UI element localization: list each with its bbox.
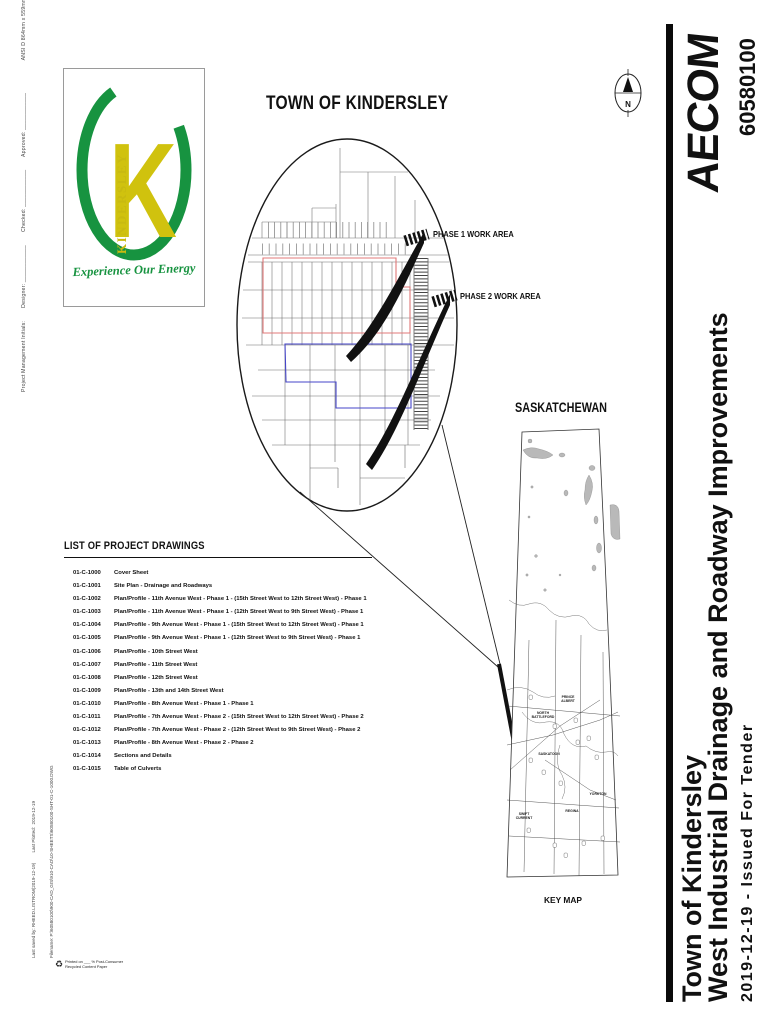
client-name: Town of Kindersley bbox=[677, 754, 707, 1002]
city-prince-albert: PRINCE bbox=[562, 695, 576, 699]
keymap-province-title: SASKATCHEWAN bbox=[515, 400, 607, 415]
table-row: 01-C-1000 Cover Sheet bbox=[73, 570, 149, 576]
north-arrow-label: N bbox=[625, 100, 631, 109]
recycled-note-line1: Printed on ___ % Post-Consumer bbox=[65, 959, 124, 964]
phase1-work-area-label: PHASE 1 WORK AREA bbox=[433, 229, 514, 239]
city-regina: REGINA bbox=[565, 809, 579, 813]
aecom-logo: AECOM bbox=[679, 31, 728, 195]
table-row: 01-C-1004 Plan/Profile - 9th Avenue West … bbox=[73, 622, 364, 629]
town-detail-map bbox=[236, 138, 458, 512]
table-row: 01-C-1008 Plan/Profile - 12th Street West bbox=[73, 674, 198, 681]
recycled-note-line2: Recycled Content Paper bbox=[65, 963, 108, 969]
table-row: 01-C-1003 Plan/Profile - 11th Avenue West… bbox=[73, 609, 364, 616]
drawing-list-heading: LIST OF PROJECT DRAWINGS bbox=[64, 536, 372, 558]
table-row: 01-C-1002 Plan/Profile - 11th Avenue West… bbox=[73, 596, 367, 603]
drawing-list-rows: 01-C-1000 Cover Sheet 01-C-1001 Site Plan … bbox=[64, 567, 372, 777]
recycled-paper-note: ♻ Printed on ___ % Post-Consumer Recycle… bbox=[55, 959, 124, 970]
table-row: 01-C-1007 Plan/Profile - 11th Street West bbox=[73, 661, 198, 668]
page-title: TOWN OF KINDERSLEY bbox=[266, 93, 449, 114]
city-yorkton: YORKTON bbox=[590, 792, 607, 796]
table-row: 01-C-1010 Plan/Profile - 8th Avenue West … bbox=[73, 700, 254, 707]
phase2-boundary bbox=[284, 343, 412, 409]
keymap-city-labels: PRINCE ALBERT NORTH BATTLEFORD SASKATOON… bbox=[516, 695, 607, 820]
saskatchewan-key-map: SASKATCHEWAN bbox=[506, 400, 621, 905]
drawing-list: LIST OF PROJECT DRAWINGS 01-C-1000 Cover … bbox=[64, 536, 372, 777]
keymap-caption: KEY MAP bbox=[544, 895, 582, 905]
province-outline bbox=[506, 428, 619, 878]
keymap-highways bbox=[506, 619, 621, 877]
project-number: 60580100 bbox=[735, 38, 760, 136]
north-arrow-icon: N bbox=[614, 69, 642, 117]
table-row: 01-C-1015 Table of Culverts bbox=[73, 766, 162, 773]
keymap-highway-shields bbox=[526, 694, 605, 858]
city-saskatoon: SASKATOON bbox=[538, 752, 560, 756]
keymap-rivers bbox=[506, 599, 619, 800]
city-north-battleford: NORTH bbox=[537, 711, 550, 715]
titleblock-divider bbox=[666, 24, 673, 1002]
phase-leader-arrows bbox=[346, 228, 458, 470]
table-row: 01-C-1014 Sections and Details bbox=[73, 753, 172, 760]
logo-crescent bbox=[76, 79, 192, 261]
kindersley-logo-art: K bbox=[76, 79, 192, 266]
table-row: 01-C-1012 Plan/Profile - 7th Avenue West … bbox=[73, 727, 361, 734]
recycle-icon: ♻ bbox=[55, 959, 64, 970]
keymap-lakes bbox=[522, 438, 621, 592]
table-row: 01-C-1005 Plan/Profile - 9th Avenue West … bbox=[73, 635, 361, 642]
table-row: 01-C-1001 Site Plan - Drainage and Roadwa… bbox=[73, 583, 213, 590]
table-row: 01-C-1011 Plan/Profile - 7th Avenue West … bbox=[73, 714, 364, 721]
table-row: 01-C-1006 Plan/Profile - 10th Street West bbox=[73, 648, 198, 655]
issue-status: 2019-12-19 - Issued For Tender bbox=[739, 723, 756, 1002]
svg-text:BATTLEFORD: BATTLEFORD bbox=[532, 715, 555, 719]
kindersley-logo: K KINDERSLEY Experience Our Energy bbox=[63, 68, 205, 307]
phase2-work-area-label: PHASE 2 WORK AREA bbox=[460, 291, 541, 301]
table-row: 01-C-1013 Plan/Profile - 8th Avenue West … bbox=[73, 740, 254, 747]
project-title: Town of Kindersley West Industrial Drain… bbox=[677, 222, 733, 1002]
table-row: 01-C-1009 Plan/Profile - 13th and 14th St… bbox=[73, 687, 224, 694]
svg-text:ALBERT: ALBERT bbox=[561, 699, 576, 703]
project-name: West Industrial Drainage and Roadway Imp… bbox=[703, 312, 733, 1002]
svg-text:CURRENT: CURRENT bbox=[516, 816, 534, 820]
phase1-boundary bbox=[262, 257, 411, 334]
logo-letter-k: K bbox=[109, 115, 177, 266]
city-swift-current: SWIFT bbox=[519, 812, 530, 816]
